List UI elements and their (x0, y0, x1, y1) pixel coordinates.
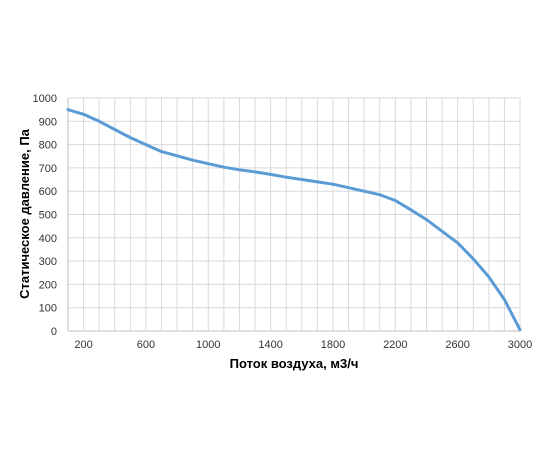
y-tick-label: 600 (39, 186, 57, 198)
y-axis-title: Статическое давление, Па (17, 128, 32, 299)
y-tick-label: 800 (39, 140, 57, 152)
y-tick-label: 400 (39, 233, 57, 245)
y-tick-label: 500 (39, 210, 57, 222)
y-tick-label: 100 (39, 303, 57, 315)
x-tick-label: 2200 (383, 339, 407, 351)
x-tick-label: 1400 (258, 339, 282, 351)
x-tick-label: 200 (74, 339, 92, 351)
y-tick-label: 900 (39, 116, 57, 128)
y-tick-label: 200 (39, 279, 57, 291)
y-tick-label: 1000 (33, 93, 57, 105)
y-tick-label: 300 (39, 256, 57, 268)
x-tick-label: 3000 (508, 339, 532, 351)
x-tick-label: 1800 (321, 339, 345, 351)
y-tick-label: 700 (39, 163, 57, 175)
x-axis-title: Поток воздуха, м3/ч (230, 356, 359, 371)
axes (67, 98, 520, 332)
tick-labels: 200 600 1000 1400 1800 2200 2600 3000 0 100 200 300… (33, 93, 533, 351)
x-tick-label: 600 (137, 339, 155, 351)
x-tick-label: 2600 (445, 339, 469, 351)
x-tick-label: 1000 (196, 339, 220, 351)
y-tick-label: 0 (51, 326, 57, 338)
grid-lines (68, 97, 521, 331)
series-line (66, 108, 522, 332)
series-layer (66, 108, 522, 332)
